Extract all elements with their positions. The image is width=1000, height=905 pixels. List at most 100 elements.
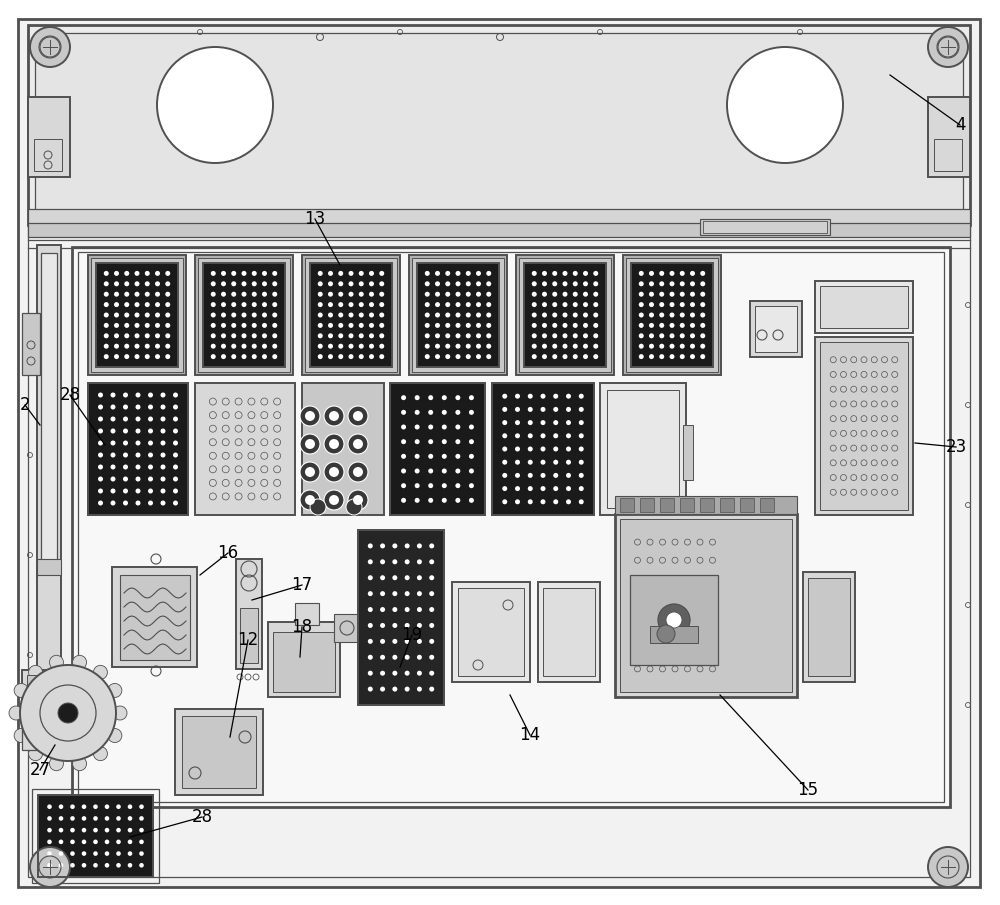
Circle shape [98,489,103,493]
Circle shape [30,27,70,67]
Circle shape [124,291,129,297]
Bar [760,498,774,512]
Circle shape [353,411,363,421]
Circle shape [93,816,98,821]
Bar [28,209,970,225]
Circle shape [136,393,140,397]
Circle shape [329,495,339,505]
Circle shape [300,406,320,426]
Circle shape [540,446,546,452]
Circle shape [110,428,116,433]
Circle shape [338,354,343,359]
Bar [703,221,827,233]
Circle shape [73,757,87,771]
Circle shape [136,477,140,481]
Circle shape [392,687,397,691]
Bar [750,301,802,357]
Circle shape [368,576,373,580]
Circle shape [670,333,674,338]
Circle shape [540,486,546,491]
Circle shape [369,323,374,328]
Circle shape [639,333,644,338]
Circle shape [680,323,685,328]
Circle shape [417,607,422,612]
Circle shape [252,291,257,297]
Circle shape [134,271,140,276]
Circle shape [405,559,410,565]
Circle shape [70,863,75,868]
Circle shape [14,729,28,743]
Bar [815,337,913,515]
Circle shape [573,291,578,297]
Circle shape [583,344,588,348]
Circle shape [552,291,557,297]
Circle shape [405,623,410,628]
Circle shape [415,469,420,473]
Circle shape [305,495,315,505]
Bar [409,255,507,375]
Circle shape [93,805,98,809]
Circle shape [445,344,450,348]
Circle shape [690,271,695,276]
Circle shape [405,543,410,548]
Circle shape [502,407,507,412]
Circle shape [318,354,323,359]
Circle shape [532,354,537,359]
Circle shape [456,281,460,286]
Circle shape [502,433,507,438]
Circle shape [110,477,116,481]
Circle shape [262,312,267,318]
Text: 12: 12 [237,631,259,649]
Circle shape [639,281,644,286]
Circle shape [349,344,354,348]
Bar [310,263,392,367]
Circle shape [380,671,385,676]
Circle shape [540,460,546,464]
Circle shape [425,344,430,348]
Circle shape [670,354,674,359]
Bar [88,383,188,515]
Circle shape [368,607,373,612]
Circle shape [466,354,471,359]
Circle shape [369,281,374,286]
Circle shape [155,281,160,286]
Circle shape [139,816,144,821]
Circle shape [145,291,150,297]
Circle shape [579,433,584,438]
Circle shape [659,354,664,359]
Circle shape [593,323,598,328]
Circle shape [104,271,109,276]
Circle shape [415,483,420,488]
Circle shape [173,489,178,493]
Circle shape [29,747,43,761]
Bar [928,97,970,177]
Circle shape [242,291,246,297]
Circle shape [113,706,127,720]
Circle shape [272,312,277,318]
Circle shape [469,395,474,400]
Circle shape [136,405,140,409]
Circle shape [639,323,644,328]
Circle shape [338,312,343,318]
Bar [175,709,263,795]
Circle shape [670,281,674,286]
Circle shape [593,281,598,286]
Circle shape [583,302,588,307]
Circle shape [123,405,128,409]
Circle shape [670,312,674,318]
Circle shape [59,805,63,809]
Circle shape [657,625,675,643]
Circle shape [98,393,103,397]
Circle shape [272,323,277,328]
Circle shape [165,271,170,276]
Circle shape [486,281,491,286]
Circle shape [348,490,368,510]
Circle shape [165,281,170,286]
Circle shape [211,312,216,318]
Circle shape [469,483,474,488]
Circle shape [486,291,491,297]
Circle shape [262,302,267,307]
Circle shape [542,302,547,307]
Circle shape [532,312,537,318]
Circle shape [727,47,843,163]
